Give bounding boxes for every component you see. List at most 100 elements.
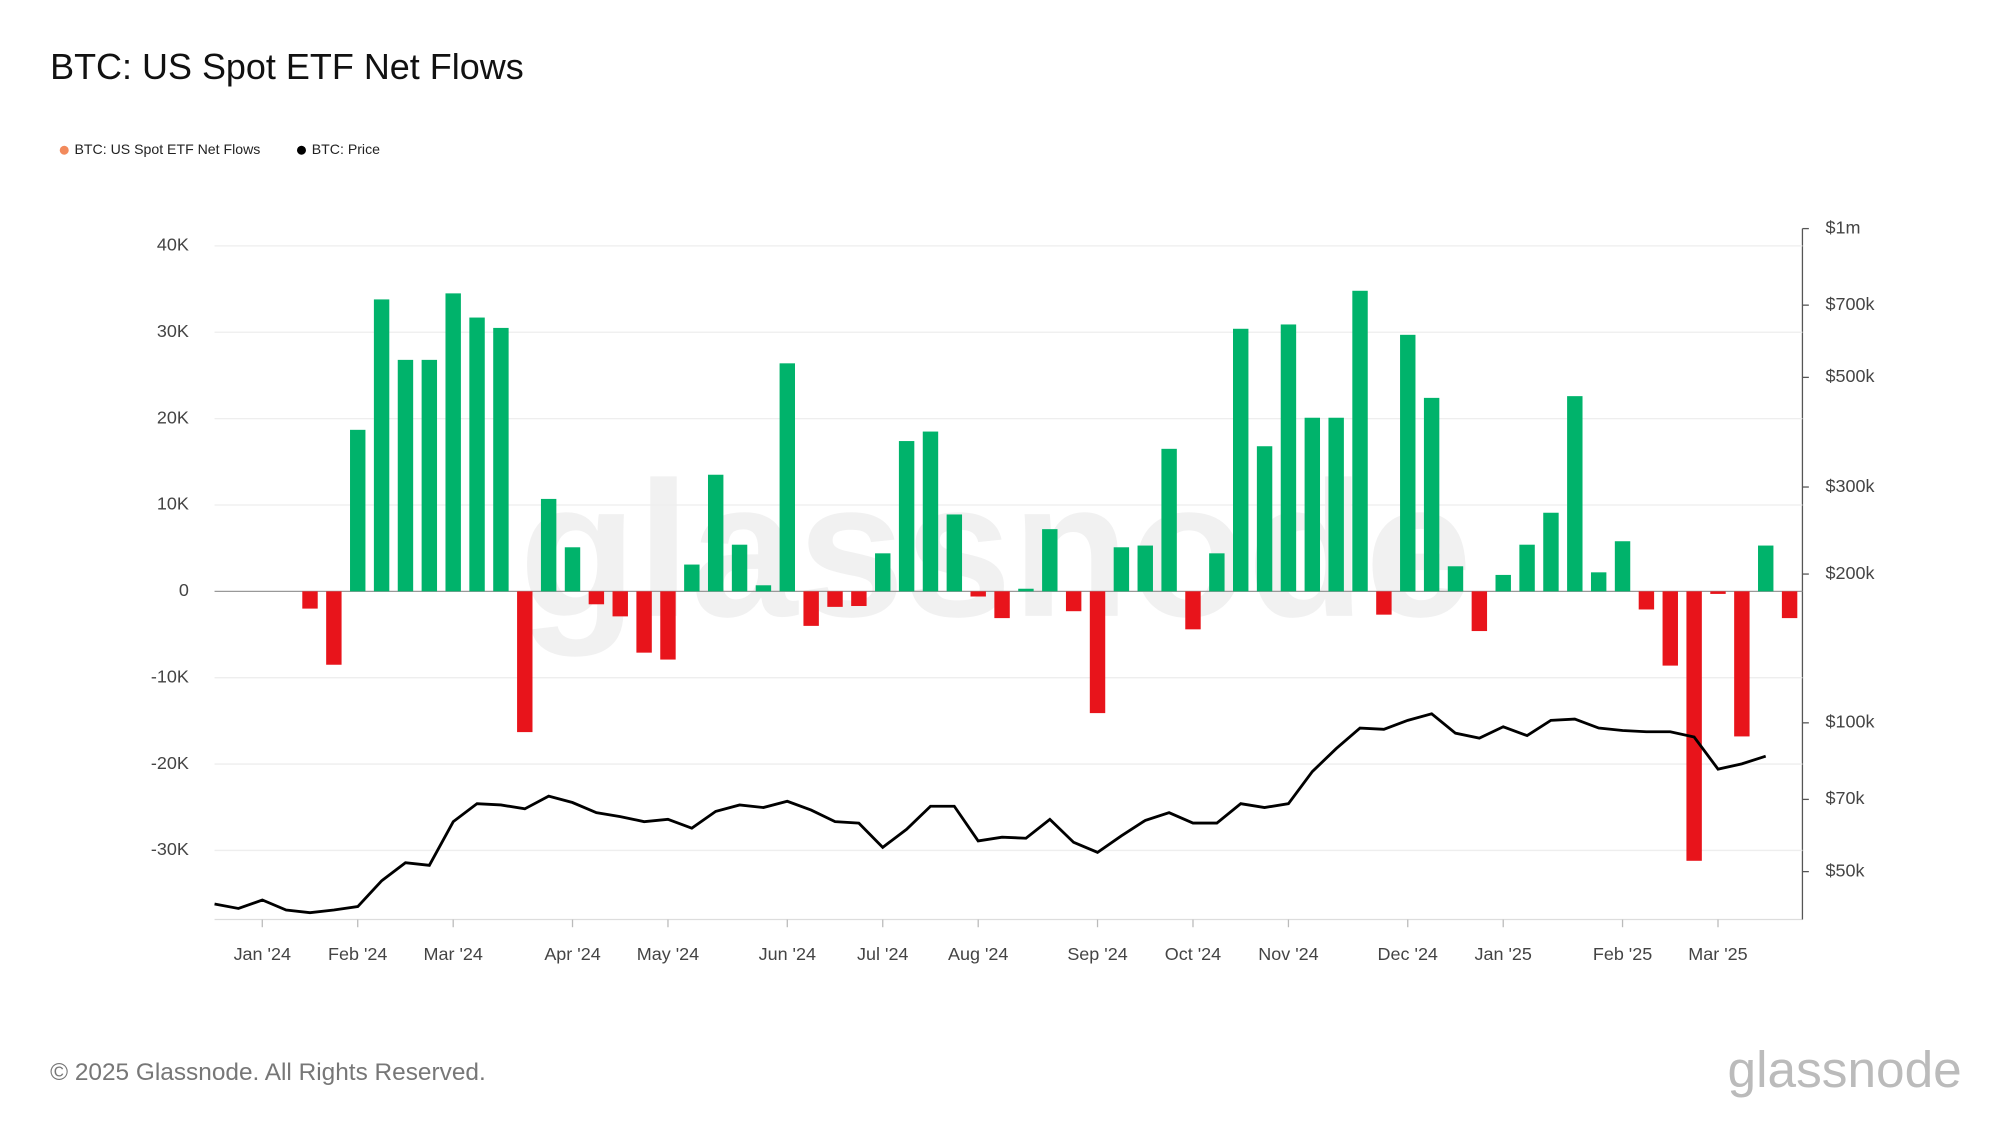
bar — [1423, 397, 1440, 592]
y-tick-label: 20K — [157, 407, 189, 427]
bar — [1018, 588, 1034, 592]
bar — [1113, 547, 1130, 592]
bar — [564, 547, 581, 592]
y-tick-label: 40K — [157, 235, 189, 255]
bar — [898, 441, 915, 592]
bar — [540, 498, 557, 592]
bar — [1710, 591, 1726, 594]
legend-swatch — [59, 145, 69, 155]
bar — [946, 514, 963, 592]
bar — [636, 591, 652, 653]
bar — [1638, 591, 1655, 610]
x-tick-label: Jun '24 — [759, 944, 816, 964]
bar — [1495, 574, 1511, 592]
y2-tick-label: $200k — [1826, 563, 1876, 583]
bar — [994, 591, 1010, 619]
bar — [803, 591, 819, 626]
bar — [1590, 572, 1607, 592]
bar — [445, 293, 461, 592]
bar — [1400, 334, 1416, 592]
y-tick-label: -30K — [151, 839, 189, 859]
bar — [373, 299, 390, 592]
bar — [1161, 448, 1177, 592]
bar — [397, 359, 414, 592]
y-tick-label: -10K — [151, 666, 189, 686]
legend-swatch — [296, 145, 306, 155]
bar — [1042, 529, 1058, 592]
x-tick-label: Aug '24 — [948, 944, 1008, 964]
bar — [1567, 396, 1583, 592]
bar — [684, 564, 700, 592]
y2-tick-label: $700k — [1826, 294, 1876, 314]
chart-title: BTC: US Spot ETF Net Flows — [50, 46, 524, 87]
bar — [1758, 545, 1774, 592]
bar — [421, 359, 438, 592]
x-tick-label: Nov '24 — [1258, 944, 1318, 964]
x-tick-label: Feb '24 — [328, 944, 387, 964]
y-tick-label: 0 — [179, 580, 189, 600]
bar — [1304, 417, 1321, 592]
bar — [1209, 553, 1225, 592]
legend-label: BTC: US Spot ETF Net Flows — [75, 141, 261, 157]
bar — [1686, 591, 1702, 861]
bar — [493, 327, 509, 592]
bar — [1471, 591, 1488, 632]
bar — [302, 591, 318, 609]
y-tick-label: 10K — [157, 494, 189, 514]
bar — [1280, 324, 1297, 592]
bar — [1352, 290, 1368, 592]
y2-tick-label: $70k — [1826, 788, 1866, 808]
price-line — [214, 712, 1767, 915]
x-tick-label: Jul '24 — [857, 944, 908, 964]
bar — [779, 363, 795, 592]
bar — [707, 474, 724, 592]
x-tick-label: Apr '24 — [544, 944, 600, 964]
bar — [755, 585, 772, 592]
bar — [1519, 544, 1535, 592]
bar — [660, 591, 676, 660]
bar — [1781, 591, 1798, 619]
bar — [1447, 566, 1464, 592]
bar — [827, 591, 843, 607]
x-tick-label: Jan '24 — [234, 944, 291, 964]
bar — [1543, 512, 1559, 592]
y-tick-label: -20K — [151, 753, 189, 773]
x-tick-label: May '24 — [637, 944, 699, 964]
bar — [922, 431, 939, 592]
bar — [1185, 591, 1201, 630]
x-tick-label: Jan '25 — [1475, 944, 1532, 964]
bar — [588, 591, 605, 605]
bar — [851, 591, 867, 607]
bar — [1089, 591, 1106, 714]
y2-tick-label: $300k — [1826, 476, 1876, 496]
bar — [326, 591, 342, 665]
logo: glassnode — [1728, 1040, 1962, 1098]
x-tick-label: Feb '25 — [1593, 944, 1652, 964]
x-tick-label: Mar '25 — [1688, 944, 1747, 964]
bar — [1256, 446, 1273, 592]
y2-tick-label: $100k — [1826, 712, 1876, 732]
bar — [1233, 328, 1249, 592]
y2-tick-label: $50k — [1826, 860, 1866, 880]
x-tick-label: Dec '24 — [1378, 944, 1438, 964]
legend-label: BTC: Price — [312, 141, 380, 157]
bar — [469, 317, 485, 592]
bar — [1734, 591, 1750, 737]
bar — [1662, 591, 1678, 666]
bar — [350, 429, 366, 592]
bar — [875, 553, 891, 592]
x-tick-label: Mar '24 — [424, 944, 483, 964]
footer: © 2025 Glassnode. All Rights Reserved. — [50, 1059, 486, 1086]
bar — [970, 591, 986, 597]
y-tick-label: 30K — [157, 321, 189, 341]
bar — [731, 544, 748, 592]
bar — [1137, 545, 1153, 592]
x-tick-label: Oct '24 — [1165, 944, 1221, 964]
bar — [1614, 541, 1631, 592]
bar — [517, 591, 533, 733]
bar — [1328, 417, 1344, 592]
y2-tick-label: $1m — [1826, 217, 1861, 237]
bar — [1376, 591, 1392, 615]
bar — [612, 591, 628, 617]
